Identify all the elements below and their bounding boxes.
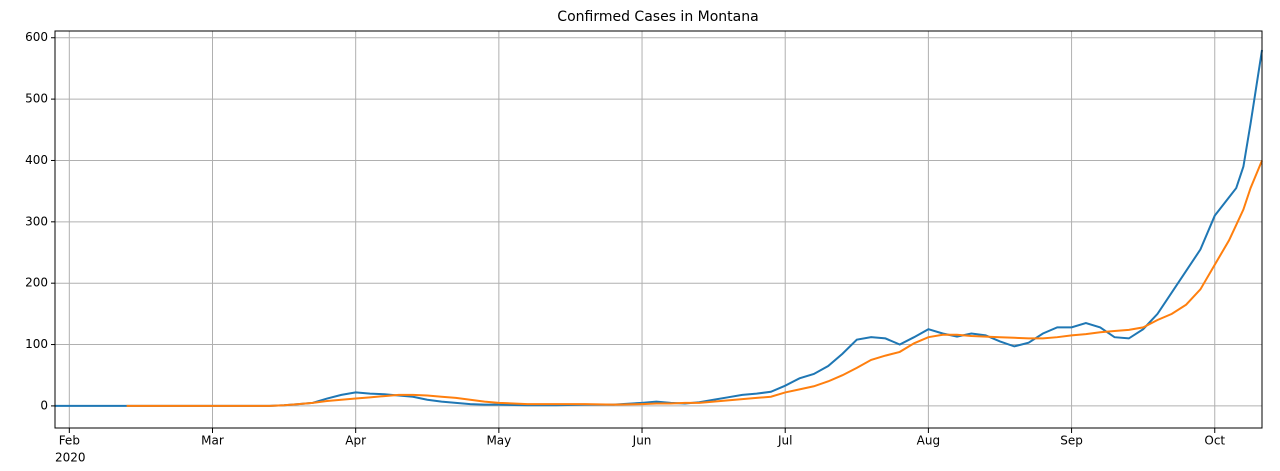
x-tick-label: Aug xyxy=(917,434,940,448)
y-tick-label: 100 xyxy=(25,337,48,351)
x-tick-label: Jun xyxy=(632,434,652,448)
y-tick-label: 500 xyxy=(25,92,48,106)
y-tick-label: 300 xyxy=(25,214,48,228)
chart-title: Confirmed Cases in Montana xyxy=(557,9,758,25)
x-tick-label: Sep xyxy=(1060,434,1083,448)
x-tick-label: Oct xyxy=(1204,434,1225,448)
y-tick-label: 200 xyxy=(25,276,48,290)
x-tick-label: May xyxy=(486,434,511,448)
x-tick-label: Mar xyxy=(201,434,224,448)
x-tick-label: Jul xyxy=(777,434,792,448)
year-label: 2020 xyxy=(55,451,86,465)
data-line xyxy=(55,49,1263,407)
data-line xyxy=(126,160,1263,407)
y-tick-label: 0 xyxy=(40,398,48,412)
plot-frame xyxy=(54,30,1263,429)
x-tick-label: Apr xyxy=(345,434,366,448)
y-tick-label: 400 xyxy=(25,153,48,167)
y-tick-label: 600 xyxy=(25,30,48,44)
x-tick-label: Feb xyxy=(59,434,80,448)
